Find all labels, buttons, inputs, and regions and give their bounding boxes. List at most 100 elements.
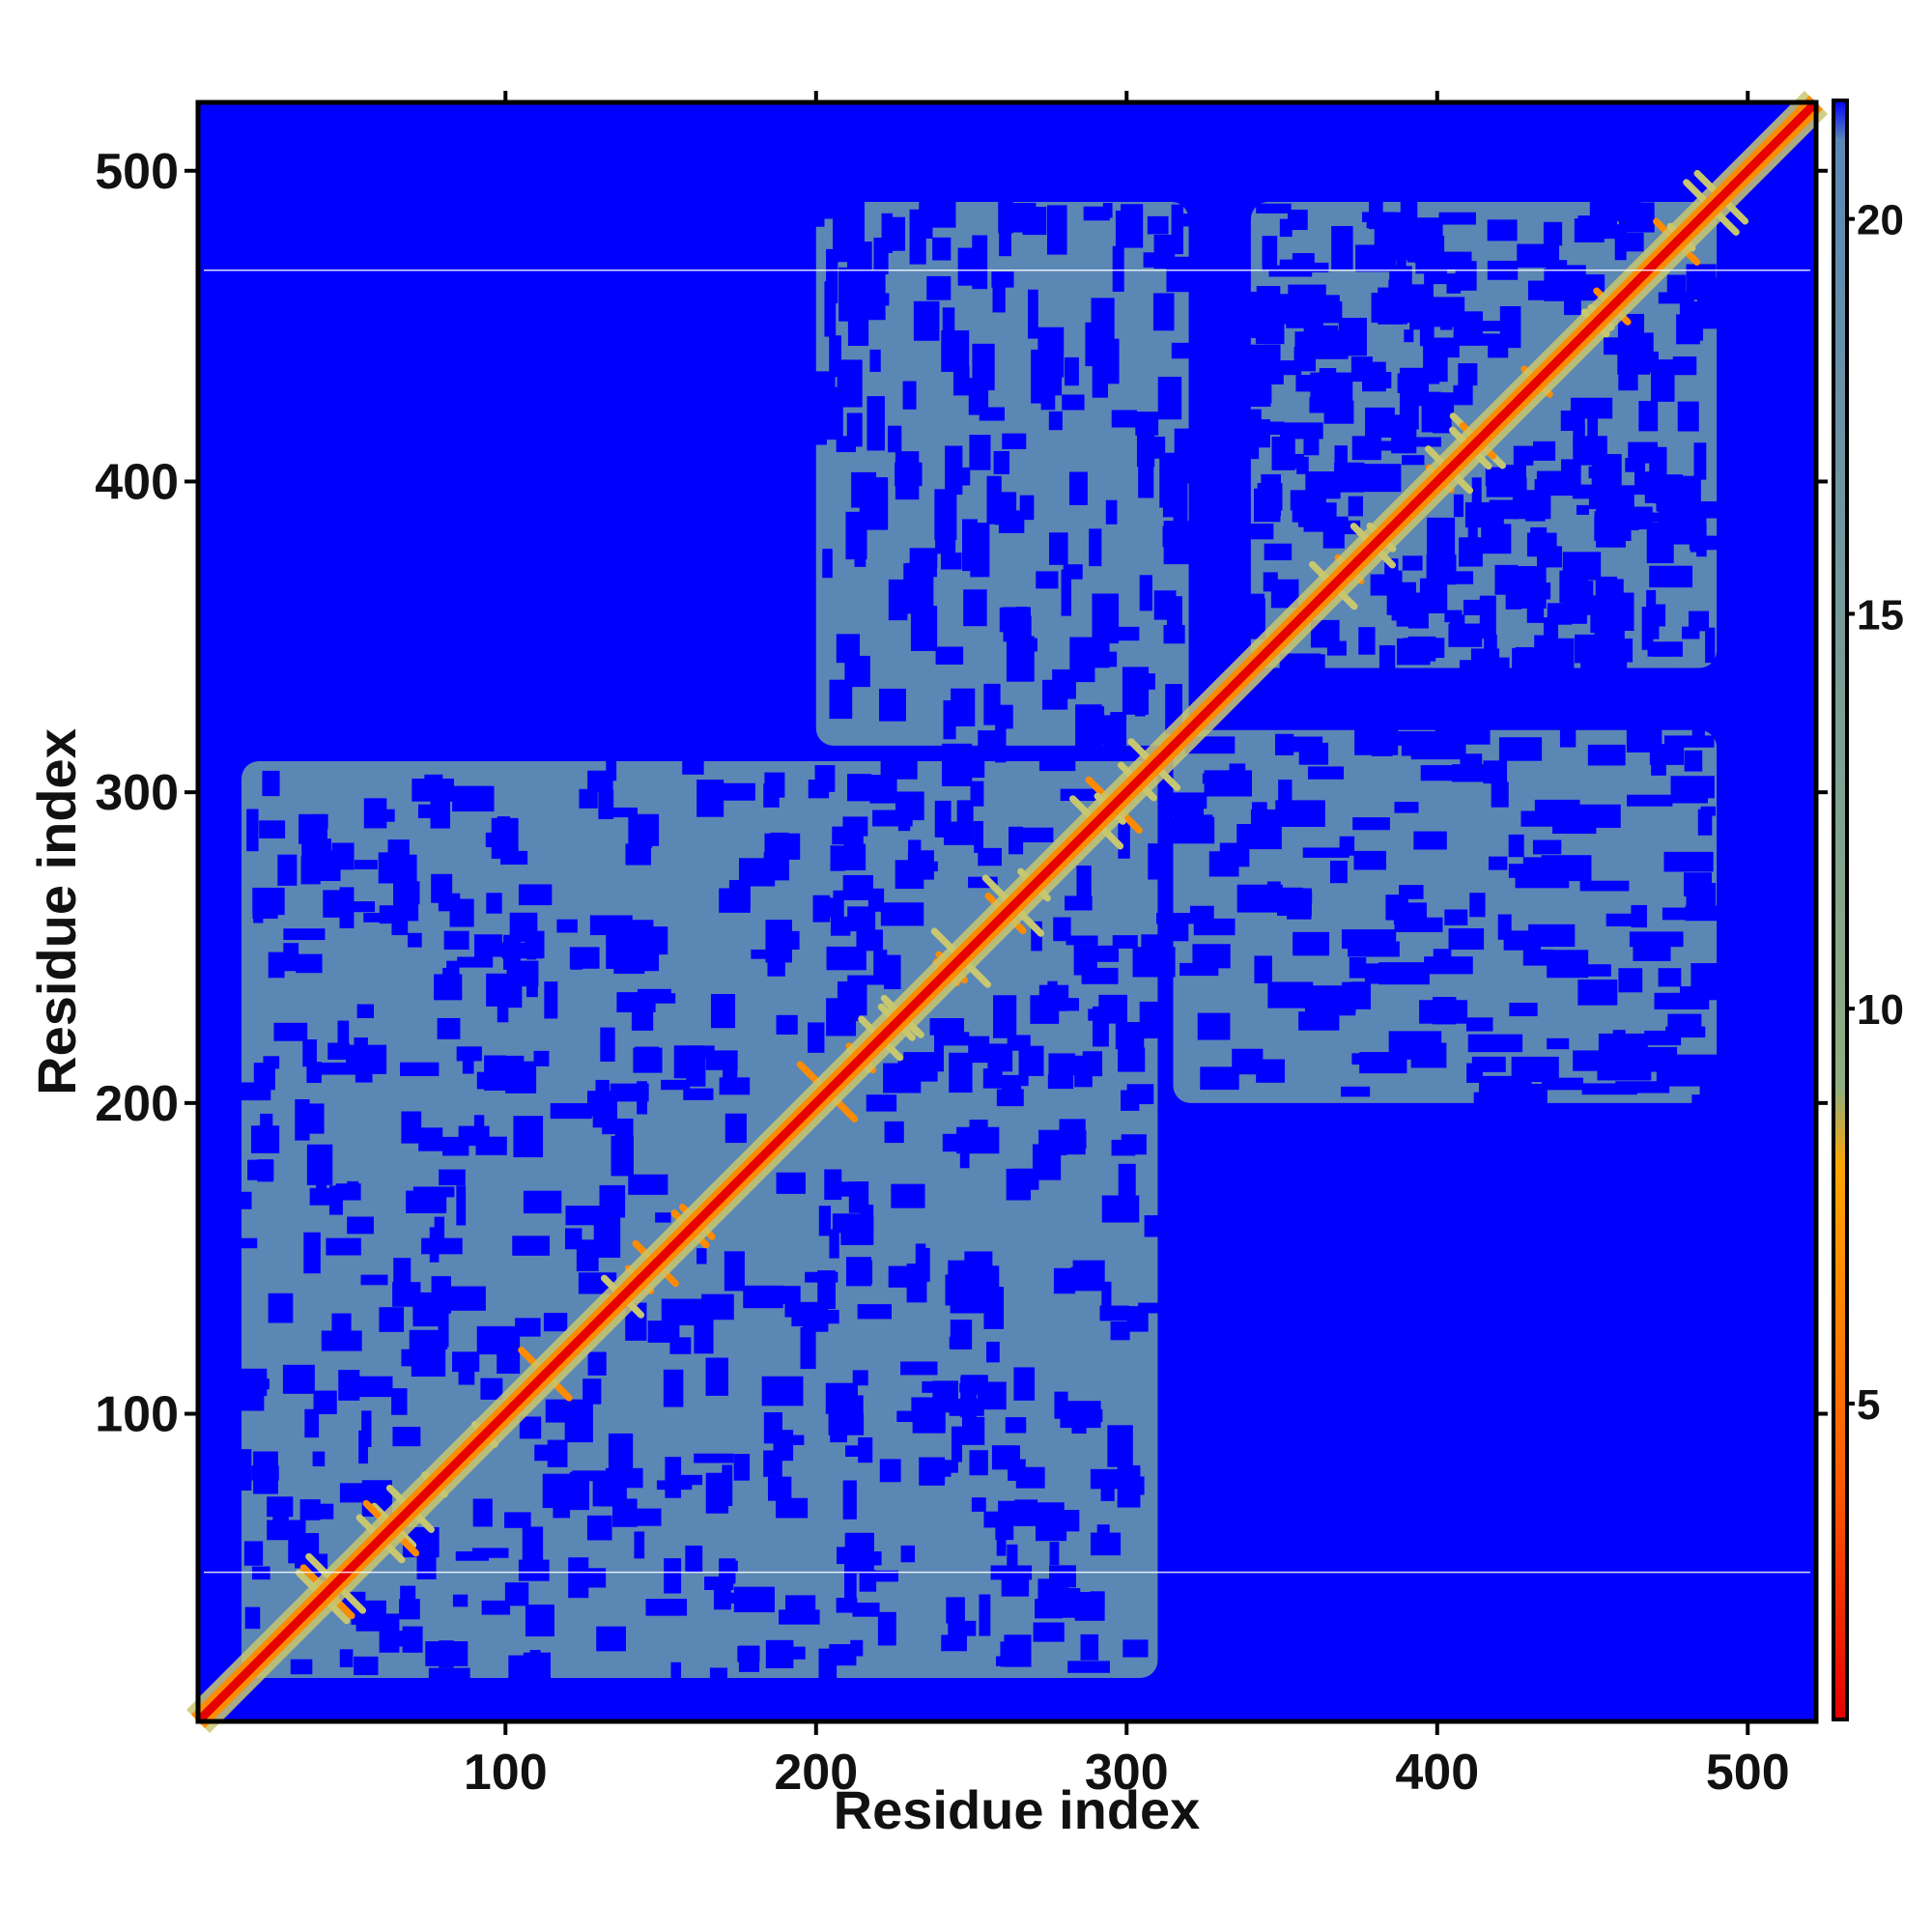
far-pair-mark [1007,1035,1031,1051]
far-pair-mark [1646,589,1657,622]
far-pair-mark [948,1260,980,1287]
far-pair-mark [442,968,454,985]
far-pair-mark [709,1667,727,1684]
far-pair-mark [1341,929,1397,950]
far-pair-mark [1468,321,1507,331]
far-pair-mark [1481,524,1512,554]
far-pair-mark [418,1127,443,1151]
far-pair-mark [1404,329,1414,343]
far-pair-mark [981,1387,1003,1409]
far-pair-mark [883,954,901,990]
far-pair-mark [1036,571,1059,589]
far-pair-mark [1604,1044,1620,1068]
far-pair-mark [518,884,553,906]
far-pair-mark [696,1248,707,1264]
far-pair-mark [1577,581,1594,615]
x-axis-title: Residue index [834,1779,1201,1840]
far-pair-mark [1699,1068,1726,1096]
far-pair-mark [881,213,893,253]
far-pair-mark [1433,997,1457,1025]
far-pair-mark [1649,565,1693,588]
far-pair-mark [891,1183,925,1208]
far-pair-mark [481,1600,511,1615]
far-pair-mark [1047,1073,1074,1090]
far-pair-mark [1062,394,1085,411]
far-pair-mark [847,316,869,346]
far-pair-mark [872,810,913,827]
far-pair-mark [1406,284,1428,320]
far-pair-mark [339,887,355,928]
far-pair-mark [1076,866,1092,899]
far-pair-mark [1705,627,1716,664]
far-pair-mark [969,1450,988,1476]
far-pair-mark [1421,391,1441,433]
far-pair-mark [304,1408,320,1438]
far-pair-mark [452,785,495,812]
far-pair-mark [1139,575,1152,611]
far-pair-mark [1424,956,1473,975]
far-pair-mark [842,1480,857,1520]
far-pair-mark [943,1460,958,1473]
far-pair-mark [1686,301,1723,329]
far-pair-mark [268,1293,294,1323]
far-pair-mark [439,1640,454,1668]
far-pair-mark [1292,495,1310,523]
far-pair-mark [358,1430,368,1464]
far-pair-mark [1338,317,1367,356]
far-pair-mark [452,1594,469,1607]
far-pair-mark [501,976,513,999]
colorbar: 5 10 15 20 [1832,99,1904,1721]
far-pair-mark [682,755,704,775]
far-pair-mark [1122,667,1150,715]
y-tick-label: 300 [95,765,179,821]
far-pair-mark [722,1464,733,1507]
far-pair-mark [982,1068,1003,1089]
far-pair-mark [656,1480,693,1491]
far-pair-mark [888,579,908,621]
far-pair-mark [1031,921,1042,952]
far-pair-mark [1110,712,1127,746]
far-pair-mark [929,1018,964,1036]
far-pair-mark [556,919,578,933]
far-pair-mark [298,813,327,844]
far-pair-mark [1171,342,1194,359]
far-pair-mark [1065,895,1093,911]
far-pair-mark [979,1594,991,1636]
far-pair-mark [1251,802,1267,812]
far-pair-mark [1139,1001,1159,1038]
colorbar-ticks: 5 10 15 20 [1847,197,1904,1429]
far-pair-mark [1051,1130,1087,1150]
far-pair-mark [1498,737,1543,761]
far-pair-mark [253,1063,275,1091]
far-pair-mark [1197,1012,1231,1040]
colorbar-tick-label: 5 [1857,1381,1880,1429]
far-pair-mark [1488,333,1509,358]
far-pair-mark [946,1597,965,1624]
far-pair-mark [1455,261,1477,291]
far-pair-mark [611,1498,638,1527]
far-pair-mark [1349,957,1367,979]
far-pair-mark [1118,1047,1146,1072]
far-pair-mark [867,477,889,530]
far-pair-mark [1321,301,1343,324]
far-pair-mark [1071,1423,1087,1435]
far-pair-mark [1083,206,1110,221]
far-pair-mark [1527,280,1567,300]
far-pair-mark [1364,963,1395,984]
far-pair-mark [1353,850,1386,870]
far-pair-mark [1287,900,1312,920]
far-pair-mark [236,1191,252,1209]
far-pair-mark [1513,445,1534,466]
far-pair-mark [1467,1034,1523,1053]
far-pair-mark [321,1330,362,1351]
far-pair-mark [282,1364,315,1394]
far-pair-mark [1459,537,1483,567]
far-pair-mark [775,1497,809,1519]
far-pair-mark [1522,949,1553,966]
far-pair-mark [1077,945,1120,962]
far-pair-mark [1293,931,1330,956]
far-pair-mark [1533,440,1556,461]
far-pair-mark [1385,895,1408,921]
far-pair-mark [829,679,853,720]
far-pair-mark [722,1065,738,1094]
